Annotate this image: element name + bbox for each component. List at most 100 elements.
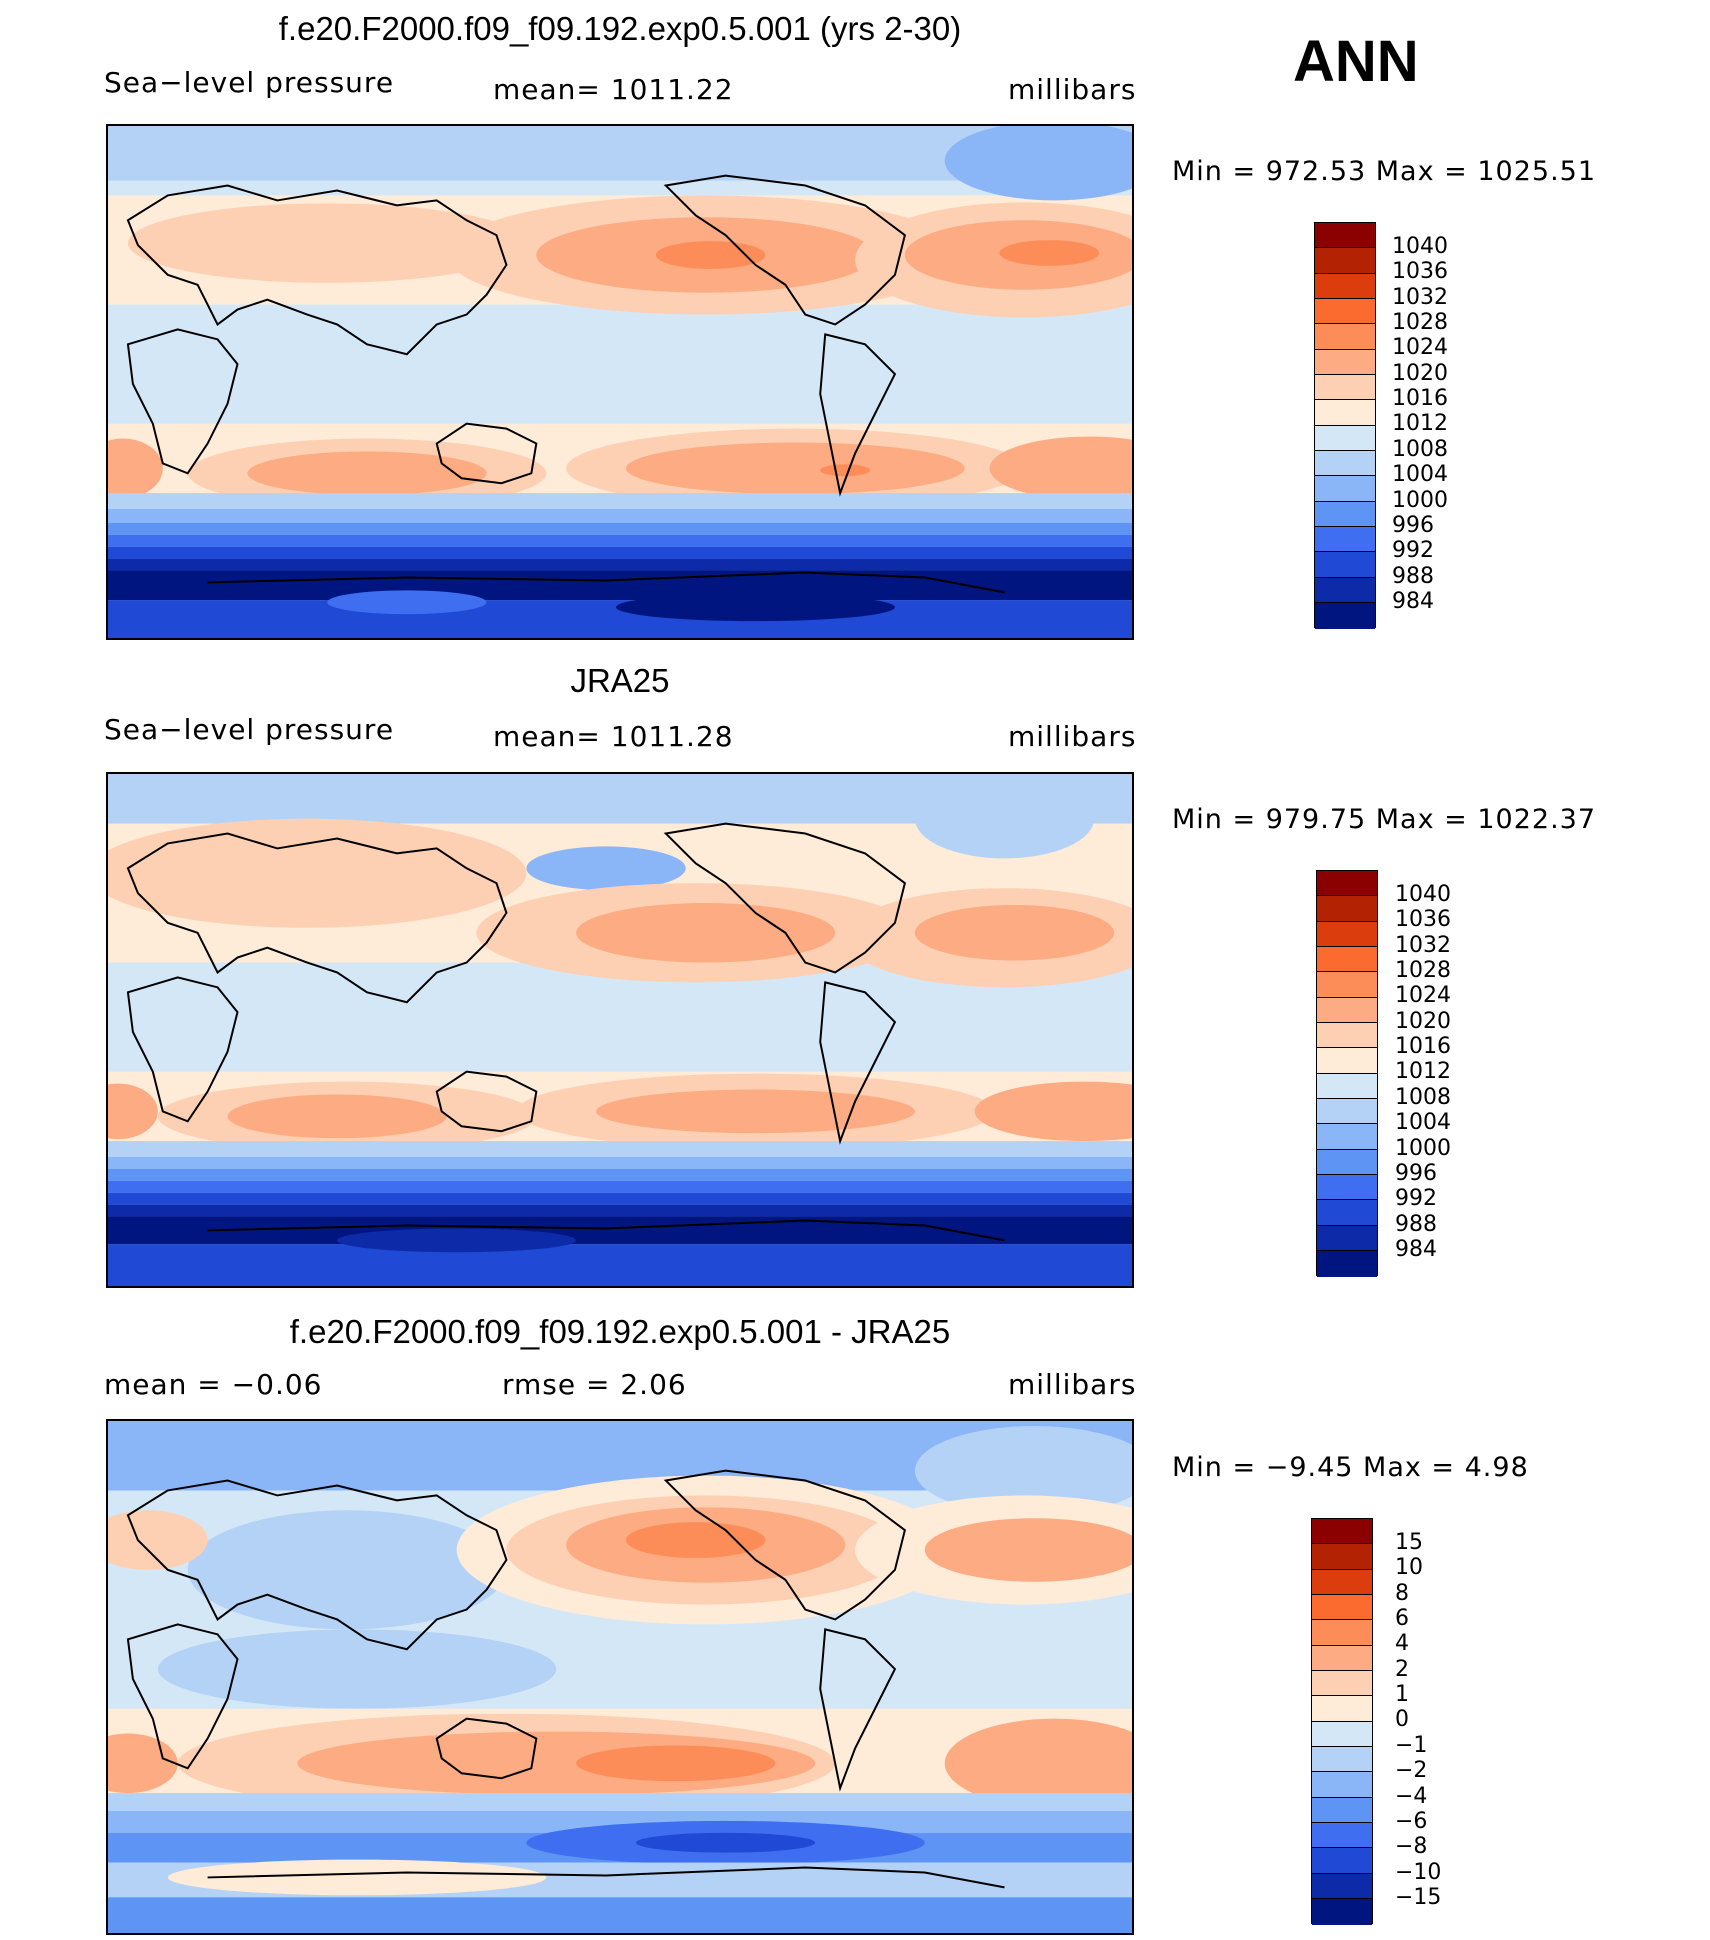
colorbar <box>1311 1518 1373 1925</box>
colorbar-swatch <box>1317 972 1377 998</box>
colorbar-swatch <box>1317 1251 1377 1277</box>
colorbar-swatch <box>1315 375 1375 401</box>
colorbar-label: 1036 <box>1392 259 1448 285</box>
colorbar-swatch <box>1312 1519 1372 1545</box>
colorbar-label: 988 <box>1392 563 1434 589</box>
rmse-label: rmse = 2.06 <box>502 1368 687 1401</box>
colorbar-swatch <box>1312 1772 1372 1798</box>
colorbar-label: 1032 <box>1395 932 1451 958</box>
colorbar-swatch <box>1317 921 1377 948</box>
colorbar-swatch <box>1315 223 1375 249</box>
colorbar-label: 1040 <box>1392 234 1448 259</box>
colorbar-swatch <box>1317 1175 1377 1201</box>
colorbar-swatch <box>1312 1899 1372 1925</box>
panel-title: f.e20.F2000.f09_f09.192.exp0.5.001 - JRA… <box>289 1313 951 1350</box>
colorbar-label: 988 <box>1395 1211 1437 1237</box>
colorbar-label: −10 <box>1395 1859 1442 1885</box>
colorbar-label: −15 <box>1395 1884 1442 1910</box>
colorbar-swatch <box>1312 1544 1372 1570</box>
colorbar-label: 1028 <box>1392 310 1448 336</box>
colorbar-swatch <box>1317 997 1377 1024</box>
colorbar-labels: 15 10 8 6 4 2 1 0 −1 −2 −4 −6 −8 −10 −15 <box>1395 1532 1485 1912</box>
colorbar-swatch <box>1315 273 1375 300</box>
colorbar-swatch <box>1315 501 1375 528</box>
min-max-label: Min = 979.75 Max = 1022.37 <box>1172 804 1597 835</box>
colorbar-label: −1 <box>1395 1732 1428 1758</box>
colorbar-swatch <box>1315 476 1375 502</box>
colorbar-swatch <box>1312 1645 1372 1672</box>
map-jra25-slp <box>106 772 1134 1288</box>
colorbar-swatch <box>1317 947 1377 973</box>
colorbar-label: 1040 <box>1395 882 1451 907</box>
colorbar-label: 1000 <box>1395 1135 1451 1161</box>
colorbar-swatch <box>1312 1797 1372 1824</box>
colorbar-label: 984 <box>1392 588 1434 614</box>
colorbar-label: −8 <box>1395 1834 1428 1860</box>
colorbar-swatch <box>1317 1099 1377 1125</box>
colorbar-label: −6 <box>1395 1808 1428 1834</box>
colorbar <box>1316 870 1378 1277</box>
colorbar-label: 1 <box>1395 1682 1409 1708</box>
colorbar-swatch <box>1312 1721 1372 1748</box>
map-difference-slp <box>106 1419 1134 1935</box>
colorbar-swatch <box>1317 1149 1377 1176</box>
variable-label: Sea−level pressure <box>104 713 395 746</box>
colorbar-label: 984 <box>1395 1236 1437 1262</box>
colorbar-labels: 1040 1036 1032 1028 1024 1020 1016 1012 1008 1004… <box>1395 884 1485 1264</box>
colorbar-label: 1000 <box>1392 487 1448 513</box>
colorbar-swatch <box>1317 1225 1377 1252</box>
colorbar-swatch <box>1315 299 1375 325</box>
colorbar-swatch <box>1317 1048 1377 1074</box>
colorbar-swatch <box>1317 1073 1377 1100</box>
colorbar-swatch <box>1312 1569 1372 1596</box>
colorbar-label: 1008 <box>1392 436 1448 462</box>
units-label: millibars <box>1008 1368 1137 1401</box>
colorbar-swatch <box>1312 1696 1372 1722</box>
colorbar-label: 1008 <box>1395 1084 1451 1110</box>
colorbar-label: 1020 <box>1395 1008 1451 1034</box>
colorbar-swatch <box>1315 577 1375 604</box>
colorbar-swatch <box>1312 1873 1372 1900</box>
colorbar-label: 1012 <box>1392 411 1448 437</box>
colorbar-label: −4 <box>1395 1783 1428 1809</box>
colorbar-label: 1036 <box>1395 907 1451 933</box>
colorbar <box>1314 222 1376 629</box>
colorbar-label: 1004 <box>1392 462 1448 488</box>
units-label: millibars <box>1008 720 1137 753</box>
colorbar-swatch <box>1312 1823 1372 1849</box>
colorbar-label: 992 <box>1395 1186 1437 1212</box>
panel-title: f.e20.F2000.f09_f09.192.exp0.5.001 (yrs … <box>278 10 962 47</box>
colorbar-swatch <box>1315 324 1375 350</box>
colorbar-labels: 1040 1036 1032 1028 1024 1020 1016 1012 1008 1004… <box>1392 236 1482 616</box>
colorbar-swatch <box>1315 349 1375 376</box>
colorbar-label: 1020 <box>1392 360 1448 386</box>
colorbar-swatch <box>1317 871 1377 897</box>
colorbar-swatch <box>1315 552 1375 578</box>
colorbar-swatch <box>1312 1595 1372 1621</box>
colorbar-label: 8 <box>1395 1580 1409 1606</box>
colorbar-label: 1024 <box>1392 335 1448 361</box>
colorbar-swatch <box>1317 1023 1377 1049</box>
colorbar-label: 10 <box>1395 1555 1423 1581</box>
colorbar-swatch <box>1312 1747 1372 1773</box>
colorbar-swatch <box>1315 603 1375 629</box>
colorbar-label: 1028 <box>1395 958 1451 984</box>
colorbar-label: 1004 <box>1395 1110 1451 1136</box>
colorbar-label: 1024 <box>1395 983 1451 1009</box>
colorbar-label: 1016 <box>1395 1034 1451 1060</box>
colorbar-label: 2 <box>1395 1656 1409 1682</box>
season-label: ANN <box>1293 29 1419 94</box>
colorbar-swatch <box>1317 896 1377 922</box>
colorbar-swatch <box>1315 451 1375 477</box>
colorbar-label: 1012 <box>1395 1059 1451 1085</box>
colorbar-label: 0 <box>1395 1707 1409 1733</box>
min-max-label: Min = −9.45 Max = 4.98 <box>1172 1452 1529 1483</box>
map-model-slp <box>106 124 1134 640</box>
colorbar-label: 996 <box>1395 1160 1437 1186</box>
colorbar-label: 1032 <box>1392 284 1448 310</box>
colorbar-label: 15 <box>1395 1530 1423 1555</box>
colorbar-swatch <box>1315 527 1375 553</box>
colorbar-label: 4 <box>1395 1631 1409 1657</box>
colorbar-swatch <box>1317 1124 1377 1150</box>
colorbar-swatch <box>1312 1620 1372 1646</box>
